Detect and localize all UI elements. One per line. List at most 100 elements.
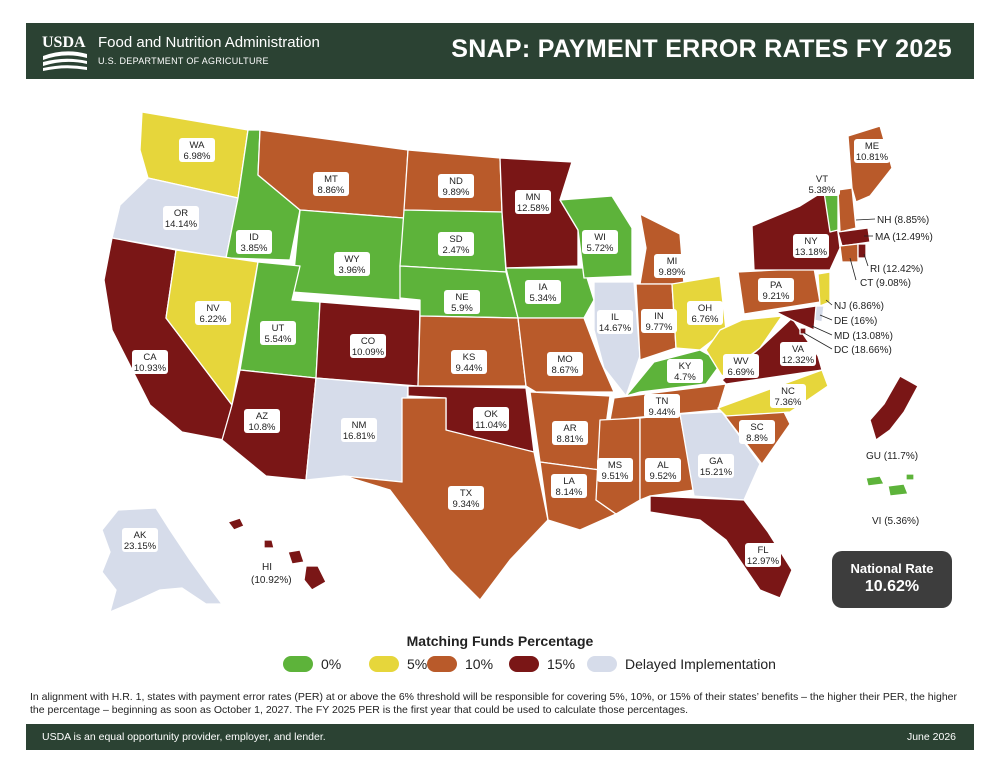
label-box-GA bbox=[698, 454, 734, 478]
label-rate-AL: 9.52% bbox=[650, 471, 677, 482]
callout-DE: DE (16%) bbox=[834, 316, 877, 327]
label-code-LA: LA bbox=[563, 476, 575, 487]
state-labels: WA6.98%OR14.14%CA10.93%ID3.85%NV6.22%MT8… bbox=[122, 138, 890, 567]
label-code-KS: KS bbox=[463, 352, 476, 363]
label-box-NM bbox=[341, 418, 377, 442]
label-code-IL: IL bbox=[611, 312, 619, 323]
label-rate-AZ: 10.8% bbox=[249, 422, 276, 433]
label-WV: WV6.69% bbox=[723, 354, 759, 378]
national-rate-label: National Rate bbox=[850, 561, 934, 576]
label-code-NY: NY bbox=[804, 236, 818, 247]
legend-label-4: Delayed Implementation bbox=[625, 656, 776, 672]
label-box-MT bbox=[313, 172, 349, 196]
label-NV: NV6.22% bbox=[195, 301, 231, 325]
label-code-NE: NE bbox=[455, 292, 468, 303]
label-rate-KS: 9.44% bbox=[456, 363, 483, 374]
state-ME[interactable] bbox=[847, 125, 893, 203]
legend-label-2: 10% bbox=[465, 656, 494, 672]
footer-bar: USDA is an equal opportunity provider, e… bbox=[26, 724, 974, 750]
label-IN: IN9.77% bbox=[641, 309, 677, 333]
national-rate-box: National Rate 10.62% bbox=[832, 551, 952, 608]
state-CT[interactable] bbox=[839, 243, 859, 263]
callout-CT: CT (9.08%) bbox=[860, 278, 911, 289]
label-box-MN bbox=[515, 190, 551, 214]
label-code-IN: IN bbox=[654, 311, 664, 322]
callout-VI: VI (5.36%) bbox=[872, 516, 919, 527]
label-code-AL: AL bbox=[657, 460, 669, 471]
label-SD: SD2.47% bbox=[438, 232, 474, 256]
label-TX: TX9.34% bbox=[448, 486, 484, 510]
label-code-AK: AK bbox=[134, 530, 147, 541]
label-code-KY: KY bbox=[679, 361, 692, 372]
label-rate-MS: 9.51% bbox=[602, 471, 629, 482]
label-box-AL bbox=[645, 458, 681, 482]
state-HI[interactable] bbox=[227, 517, 327, 591]
territory-VI[interactable] bbox=[865, 473, 915, 497]
label-code-IA: IA bbox=[539, 282, 549, 293]
label-code-FL: FL bbox=[757, 545, 768, 556]
label-HI-code: HI bbox=[262, 562, 272, 573]
territory-GU[interactable] bbox=[869, 375, 919, 441]
label-rate-NE: 5.9% bbox=[451, 303, 473, 314]
label-box-NE bbox=[444, 290, 480, 314]
label-box-OR bbox=[163, 206, 199, 230]
label-box-VT bbox=[804, 172, 840, 196]
label-code-OK: OK bbox=[484, 409, 498, 420]
state-NV[interactable] bbox=[165, 249, 259, 406]
label-rate-VA: 12.32% bbox=[782, 355, 815, 366]
label-rate-IN: 9.77% bbox=[646, 322, 673, 333]
state-FL[interactable] bbox=[649, 495, 793, 599]
label-rate-IA: 5.34% bbox=[530, 293, 557, 304]
label-code-NV: NV bbox=[206, 303, 220, 314]
label-rate-WV: 6.69% bbox=[728, 367, 755, 378]
national-rate-value: 10.62% bbox=[864, 578, 920, 595]
callout-RI: RI (12.42%) bbox=[870, 264, 923, 275]
state-DC[interactable] bbox=[799, 327, 807, 335]
label-box-IN bbox=[641, 309, 677, 333]
label-box-WA bbox=[179, 138, 215, 162]
label-UT: UT5.54% bbox=[260, 321, 296, 345]
label-HI-rate: (10.92%) bbox=[251, 575, 292, 586]
label-code-MS: MS bbox=[608, 460, 622, 471]
label-rate-NY: 13.18% bbox=[795, 247, 828, 258]
label-code-GA: GA bbox=[709, 456, 723, 467]
state-AK[interactable] bbox=[101, 507, 223, 613]
label-box-IL bbox=[597, 310, 633, 334]
callout-DC: DC (18.66%) bbox=[834, 345, 892, 356]
label-rate-ID: 3.85% bbox=[241, 243, 268, 254]
label-box-IA bbox=[525, 280, 561, 304]
label-rate-SC: 8.8% bbox=[746, 433, 768, 444]
label-code-AR: AR bbox=[563, 423, 576, 434]
label-AR: AR8.81% bbox=[552, 421, 588, 445]
label-rate-MN: 12.58% bbox=[517, 203, 550, 214]
state-NJ[interactable] bbox=[817, 271, 831, 307]
label-code-MN: MN bbox=[526, 192, 541, 203]
label-rate-FL: 12.97% bbox=[747, 556, 780, 567]
label-box-SD bbox=[438, 232, 474, 256]
label-PA: PA9.21% bbox=[758, 278, 794, 302]
label-rate-MT: 8.86% bbox=[318, 185, 345, 196]
label-ID: ID3.85% bbox=[236, 230, 272, 254]
state-NH[interactable] bbox=[837, 187, 857, 233]
state-MA[interactable] bbox=[837, 227, 871, 247]
label-code-CO: CO bbox=[361, 336, 375, 347]
label-code-NC: NC bbox=[781, 386, 795, 397]
label-box-NC bbox=[770, 384, 806, 408]
state-TX[interactable] bbox=[343, 397, 549, 601]
label-box-PA bbox=[758, 278, 794, 302]
state-MD[interactable] bbox=[775, 305, 817, 331]
usda-logo-icon: USDA bbox=[42, 34, 87, 71]
label-box-FL bbox=[745, 543, 781, 567]
label-box-ID bbox=[236, 230, 272, 254]
label-code-ND: ND bbox=[449, 176, 463, 187]
label-code-TX: TX bbox=[460, 488, 473, 499]
label-box-TN bbox=[644, 394, 680, 418]
label-rate-SD: 2.47% bbox=[443, 245, 470, 256]
legend-swatch-3 bbox=[509, 656, 539, 672]
